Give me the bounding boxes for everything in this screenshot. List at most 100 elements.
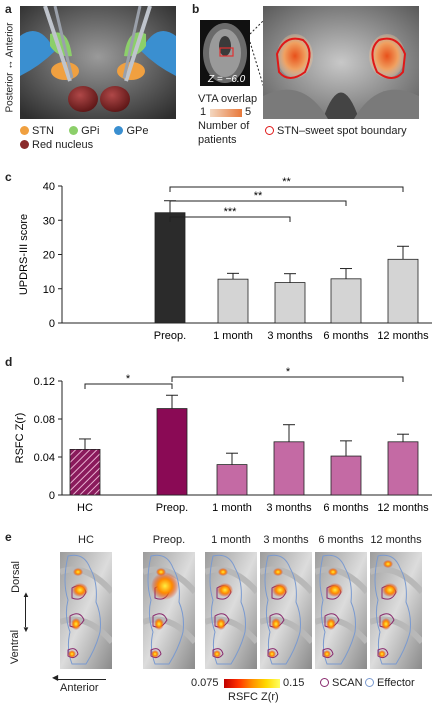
vta-subtitle-2: patients: [198, 134, 237, 146]
significance-label: *: [126, 373, 131, 385]
arrow-left-icon: ◀: [52, 673, 59, 682]
bar: [216, 464, 248, 496]
axial-slice-thumbnail: [200, 20, 250, 86]
axis-anterior-posterior: Posterior ↔ Anterior: [4, 22, 16, 113]
significance-bracket: [169, 216, 291, 222]
panel-b-letter: b: [192, 2, 200, 16]
y-tick-label: 30: [43, 215, 55, 227]
vta-min-label: 1: [200, 106, 207, 118]
cortex-activation-tile: [260, 552, 312, 669]
dorsal-ventral-axis: Dorsal Ventral ▲ ▼: [9, 555, 30, 670]
y-tick-label: 10: [43, 284, 55, 296]
anterior-axis-label: Anterior: [60, 682, 99, 694]
bar: [330, 278, 362, 324]
vta-max-label: 5: [245, 106, 252, 118]
bar: [330, 455, 362, 496]
stn-3d-render-image: [20, 6, 176, 119]
effector-legend: Effector: [365, 677, 415, 689]
legend-gpi: GPi: [69, 125, 99, 137]
sweet-spot-circle-icon: [265, 126, 274, 135]
x-tick-label: Preop.: [154, 330, 186, 342]
panel-c-letter: c: [5, 170, 12, 184]
y-axis-label: UPDRS-III score: [18, 214, 30, 295]
y-tick-label: 0.04: [34, 452, 55, 464]
effector-circle-icon: [365, 678, 374, 687]
colorbar-min: 0.075: [191, 677, 219, 689]
x-tick-label: 3 months: [266, 502, 312, 514]
bar: [273, 441, 305, 496]
ventral-label: Ventral: [9, 629, 22, 665]
cortex-activation-tile: [370, 552, 422, 669]
vta-subtitle-1: Number of: [198, 120, 250, 132]
posterior-label: Posterior: [4, 72, 16, 113]
cortex-activation-tile: [205, 552, 257, 669]
x-tick-label: HC: [77, 502, 93, 514]
panel-d-letter: d: [5, 355, 13, 369]
x-tick-label: Preop.: [156, 502, 188, 514]
panel-a-legend-row1: STN GPi GPe: [20, 125, 148, 137]
significance-label: *: [286, 366, 291, 378]
significance-bracket: [171, 376, 404, 382]
sweet-spot-legend: STN–sweet spot boundary: [265, 125, 407, 137]
colorbar-max: 0.15: [283, 677, 305, 689]
y-tick-label: 0.12: [34, 376, 55, 388]
vta-colorbar: [210, 109, 242, 117]
axial-brain-image: [203, 23, 247, 83]
vta-overlap-title: VTA overlap: [198, 93, 258, 105]
dorsal-label: Dorsal: [9, 561, 22, 593]
panel-e-column-header: Preop.: [152, 534, 186, 546]
updrs-bar-chart: 0 10 20 30 40 UPDRS-III score Preop. 1 month 3 m…: [18, 176, 432, 342]
panel-e-column-header: 12 months: [370, 534, 422, 546]
z-coordinate-label: Z = −6.0: [208, 74, 246, 85]
legend-gpe: GPe: [114, 125, 148, 137]
x-tick-label: 12 months: [377, 330, 429, 342]
x-tick-label: 1 month: [212, 502, 252, 514]
y-axis-label: RSFC Z(r): [14, 413, 26, 464]
scan-legend: SCAN: [320, 677, 363, 689]
rsfc-bar-chart: 0 0.04 0.08 0.12 RSFC Z(r) HC Preop. 1 month 3 m…: [14, 366, 432, 514]
zoomed-stn-image: [263, 6, 419, 119]
panel-e-column-header: 3 months: [263, 534, 309, 546]
bar: [217, 278, 249, 324]
significance-bracket: [84, 383, 173, 389]
significance-bracket: [169, 186, 404, 192]
bar: [154, 212, 186, 324]
panel-e-letter: e: [5, 530, 12, 544]
panel-a-letter: a: [5, 2, 12, 16]
cortex-activation-tile: [315, 552, 367, 669]
y-tick-label: 0: [49, 318, 55, 330]
rsfc-colorbar: [224, 679, 280, 688]
anterior-label: Anterior: [4, 22, 16, 58]
y-tick-label: 0: [49, 490, 55, 502]
colorbar-label: RSFC Z(r): [228, 691, 279, 703]
bar: [387, 258, 419, 324]
x-tick-label: 6 months: [323, 502, 369, 514]
significance-label: ***: [224, 206, 238, 218]
legend-red-nucleus: Red nucleus: [20, 139, 93, 151]
dorsal-ventral-arrow: [25, 595, 26, 627]
panel-e-column-header: HC: [78, 534, 94, 546]
x-tick-label: 3 months: [267, 330, 313, 342]
bar: [156, 408, 188, 496]
panel-a-3d-render: [20, 6, 176, 119]
x-tick-label: 6 months: [323, 330, 369, 342]
significance-label: **: [254, 190, 263, 202]
cortex-activation-tile: [60, 552, 112, 669]
zoom-connector-lines: [250, 20, 265, 89]
bar: [69, 449, 101, 496]
x-tick-label: 12 months: [377, 502, 429, 514]
y-tick-label: 40: [43, 181, 55, 193]
x-tick-label: 1 month: [213, 330, 253, 342]
legend-stn: STN: [20, 125, 54, 137]
cortex-activation-tile: [143, 552, 195, 669]
y-tick-label: 20: [43, 250, 55, 262]
panel-e-column-header: 1 month: [211, 534, 251, 546]
bar: [387, 441, 419, 496]
anterior-arrow: [56, 679, 106, 680]
significance-label: **: [282, 176, 291, 188]
arrow-up-icon: ▲: [22, 590, 30, 599]
stn-zoomed-slice: [263, 6, 419, 119]
scan-circle-icon: [320, 678, 329, 687]
arrow-down-icon: ▼: [22, 625, 30, 634]
significance-bracket: [169, 200, 347, 206]
